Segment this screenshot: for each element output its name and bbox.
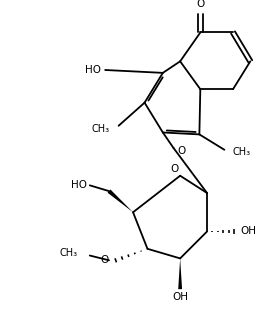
Text: O: O [101,255,109,265]
Text: HO: HO [71,180,87,190]
Text: O: O [177,146,185,156]
Polygon shape [178,259,182,289]
Text: OH: OH [172,292,188,302]
Text: O: O [170,164,178,174]
Text: CH₃: CH₃ [92,124,110,134]
Text: CH₃: CH₃ [59,248,77,258]
Text: OH: OH [241,226,257,237]
Text: HO: HO [85,65,101,75]
Text: CH₃: CH₃ [232,147,250,157]
Polygon shape [107,190,133,212]
Text: O: O [196,0,204,10]
